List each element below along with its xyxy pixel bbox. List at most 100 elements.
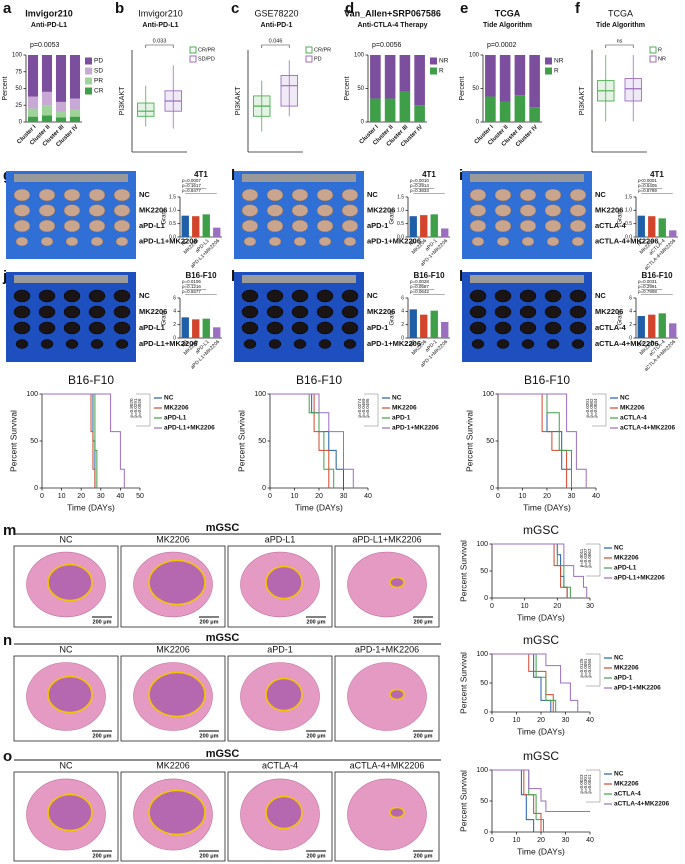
tumor	[293, 339, 307, 349]
y-tick-label: 1.5	[169, 194, 176, 200]
y-axis-label: Percent	[344, 76, 351, 100]
bar-segment	[370, 55, 381, 99]
tumor	[291, 321, 309, 335]
tumor	[544, 188, 562, 202]
tumor	[318, 236, 332, 247]
x-tick-label: 20	[553, 603, 561, 610]
x-tick-label: 0	[490, 837, 494, 844]
x-tick-label: 0	[268, 493, 272, 500]
bar-segment	[384, 55, 396, 99]
legend-swatch	[189, 46, 197, 54]
x-tick-label: 10	[58, 493, 66, 500]
y-tick-label: 4	[173, 309, 176, 315]
tumor	[519, 321, 537, 335]
bar	[430, 310, 438, 338]
tumor	[291, 289, 309, 303]
tumor	[241, 188, 259, 202]
tumor	[65, 236, 79, 247]
survival-curve	[492, 543, 588, 598]
tumor-region	[265, 795, 303, 830]
scale-label: 200 μm	[93, 853, 112, 859]
bar-segment	[41, 115, 53, 122]
panel-title: mGSC	[206, 748, 240, 760]
scale-label: 200 μm	[93, 619, 112, 625]
tumor	[569, 188, 587, 202]
x-tick-label: 40	[586, 837, 594, 844]
legend-swatch	[85, 67, 92, 75]
x-tick-label: NC	[408, 339, 418, 349]
group-label: aPD-L1	[139, 323, 165, 332]
legend-label: PD	[94, 58, 103, 65]
group-label: NC	[367, 291, 378, 300]
x-tick-label: 0	[490, 603, 494, 610]
y-tick-label: 2	[173, 322, 176, 328]
legend-label: NR	[658, 56, 666, 62]
p-value: p=0.0642	[410, 289, 429, 294]
legend-label: PR	[94, 78, 103, 85]
p-value: p=0.8477	[182, 188, 201, 193]
p-value: p=0.0265	[587, 658, 592, 677]
group-label: MK2206	[156, 644, 190, 654]
y-tick-label: 50	[480, 798, 488, 805]
y-tick-label: 0	[401, 335, 404, 341]
bar-segment	[499, 101, 511, 122]
group-label: aPD-L1	[139, 221, 165, 230]
legend-label: aPD-1	[614, 675, 633, 682]
legend-label: aPD-1+MK2206	[614, 685, 661, 692]
tumor	[343, 339, 357, 349]
tumor	[40, 339, 54, 349]
x-tick-label: 40	[586, 717, 594, 724]
bar	[420, 314, 428, 338]
tumor	[316, 321, 334, 335]
legend-label: NC	[392, 395, 402, 402]
y-tick-label: 25	[15, 103, 22, 109]
bar-segment	[55, 117, 67, 122]
y-tick-label: 0	[262, 485, 266, 492]
y-tick-label: 0.0	[169, 234, 176, 240]
group-label: aPD-L1	[265, 534, 296, 544]
panel-letter: i	[459, 167, 463, 184]
tumor	[469, 289, 487, 303]
tumor	[266, 204, 284, 217]
group-label: NC	[139, 190, 150, 199]
x-tick-label: 20	[315, 493, 323, 500]
bar-segment	[514, 95, 526, 122]
bar	[420, 215, 428, 237]
group-label: aPD-1	[267, 644, 293, 654]
tumor	[90, 339, 104, 349]
bar	[441, 322, 449, 338]
x-tick-label: 30	[586, 603, 594, 610]
tumor	[544, 305, 562, 319]
y-tick-label: 4	[401, 309, 404, 315]
panel-letter: b	[115, 0, 124, 17]
bar-segment	[414, 55, 425, 106]
bar-segment	[55, 101, 67, 112]
x-tick-label: 20	[537, 717, 545, 724]
bar	[648, 314, 656, 338]
ruler	[14, 174, 128, 182]
bar	[430, 214, 438, 237]
tumor	[13, 289, 31, 303]
chart-title: mGSC	[523, 523, 559, 537]
group-label: MK2206	[139, 205, 167, 214]
tumor	[291, 305, 309, 319]
tumor	[115, 236, 129, 247]
tumor	[469, 219, 487, 233]
tumor	[494, 321, 512, 335]
y-axis-label: PI3KAKT	[119, 86, 126, 116]
y-tick-label: 100	[482, 391, 494, 398]
p-value: p=0.0007	[182, 178, 201, 183]
legend-label: R	[439, 68, 444, 75]
p-value: p=0.0091	[583, 658, 588, 677]
chart-title: B16-F10	[296, 373, 342, 387]
p-value: p=0.0026	[137, 398, 142, 417]
scale-label: 200 μm	[414, 619, 433, 625]
tumor	[469, 188, 487, 202]
bar	[637, 215, 645, 237]
group-label: aPD-L1+MK2206	[139, 339, 198, 348]
survival-curve	[492, 653, 552, 712]
legend-swatch	[305, 46, 313, 54]
y-tick-label: 0	[361, 120, 365, 126]
tumor-region	[265, 677, 303, 712]
tumor	[471, 339, 485, 349]
